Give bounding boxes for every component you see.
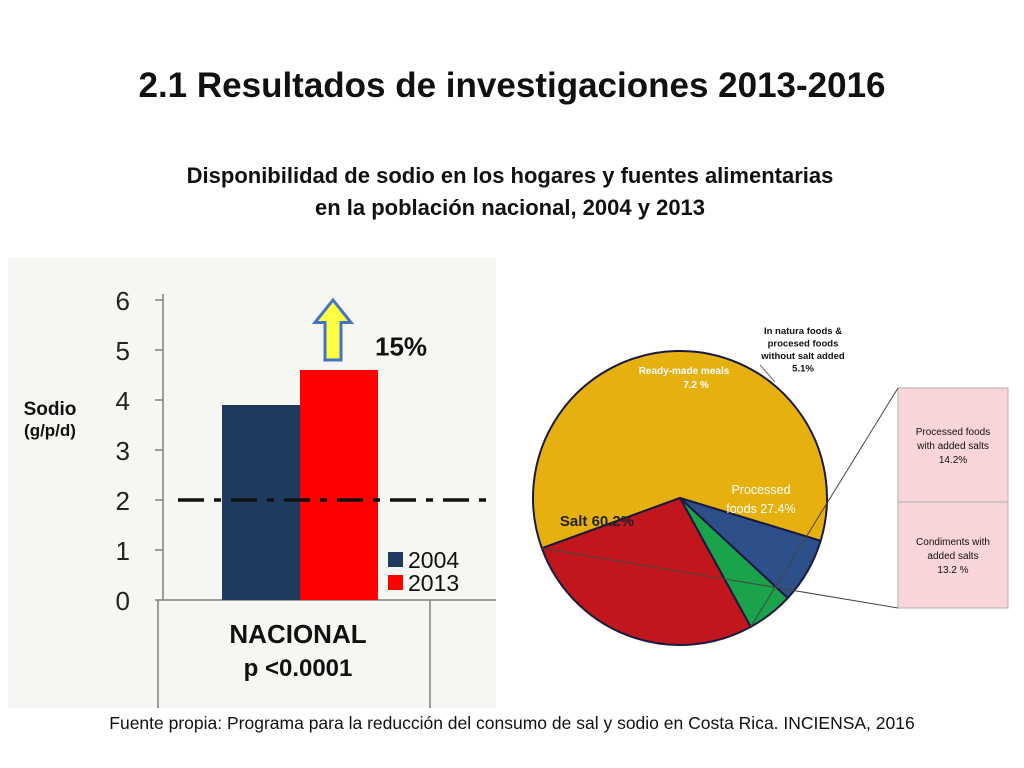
breakdown-label-1-line-2: with added salts — [916, 441, 989, 452]
increase-arrow-icon — [311, 297, 355, 362]
y-axis-label-line-2: (g/p/d) — [24, 421, 76, 440]
chart-subtitle: Disponibilidad de sodio en los hogares y… — [60, 160, 960, 224]
pie-chart-panel: Salt 60.2% Ready-made meals 7.2 % In natura… — [500, 310, 1020, 650]
page-title: 2.1 Resultados de investigaciones 2013-2… — [138, 66, 886, 105]
breakdown-label-2-line-1: Condiments with — [916, 537, 990, 548]
breakdown-segment-1 — [897, 387, 1009, 503]
y-tick-label: 6 — [116, 286, 130, 316]
breakdown-label-1-line-3: 14.2% — [939, 455, 967, 466]
pie-label-in-natura-line-2: procesed foods — [768, 339, 839, 350]
pie-slice-0 — [532, 350, 828, 550]
legend-swatch-2013 — [388, 575, 403, 590]
bar-2013 — [300, 370, 378, 600]
y-axis-label-line-1: Sodio — [24, 399, 77, 420]
bar-chart-panel: 0 1 2 3 4 5 6 Sodio (g/p/d) 15% 2004 2013 NACIONAL p … — [8, 258, 496, 708]
y-tick-label: 0 — [116, 586, 130, 616]
pie-label-processed-line-1: Processed — [731, 483, 790, 497]
increase-annotation: 15% — [375, 332, 427, 362]
pie-label-salt: Salt 60.2% — [560, 513, 634, 530]
p-value-note: p <0.0001 — [244, 655, 353, 682]
breakdown-label-1-line-1: Processed foods — [916, 427, 991, 438]
pie-chart: Salt 60.2% Ready-made meals 7.2 % In natura… — [532, 326, 1009, 646]
breakdown-label-2-line-3: 13.2 % — [937, 565, 968, 576]
y-tick-label: 1 — [116, 536, 130, 566]
y-tick-label: 5 — [116, 336, 130, 366]
legend-label-2004: 2004 — [408, 547, 459, 573]
pie-slice-3 — [540, 496, 753, 646]
subtitle-line-1: Disponibilidad de sodio en los hogares y… — [186, 163, 834, 188]
pie-label-processed-line-2: foods 27.4% — [726, 502, 796, 516]
legend-label-2013: 2013 — [408, 570, 459, 596]
x-category-label: NACIONAL — [229, 619, 366, 649]
source-footnote: Fuente propia: Programa para la reducció… — [109, 713, 915, 733]
bar-2004 — [222, 405, 300, 600]
y-tick-label: 4 — [116, 386, 130, 416]
y-tick-label: 2 — [116, 486, 130, 516]
pie-label-ready-made-line-1: Ready-made meals — [639, 366, 730, 377]
y-tick-label: 3 — [116, 436, 130, 466]
subtitle-line-2: en la población nacional, 2004 y 2013 — [314, 195, 706, 220]
pie-label-in-natura-line-3: without salt added — [760, 351, 845, 362]
pie-label-in-natura-line-1: In natura foods & — [764, 326, 842, 337]
legend-swatch-2004 — [388, 552, 403, 567]
breakdown-label-2-line-2: added salts — [927, 551, 978, 562]
breakdown-connector-bottom — [541, 547, 899, 609]
pie-label-ready-made-line-2: 7.2 % — [683, 380, 709, 391]
pie-leader-line-in-natura — [759, 364, 776, 383]
pie-label-in-natura-line-4: 5.1% — [792, 364, 814, 375]
breakdown-segment-2 — [897, 501, 1009, 609]
